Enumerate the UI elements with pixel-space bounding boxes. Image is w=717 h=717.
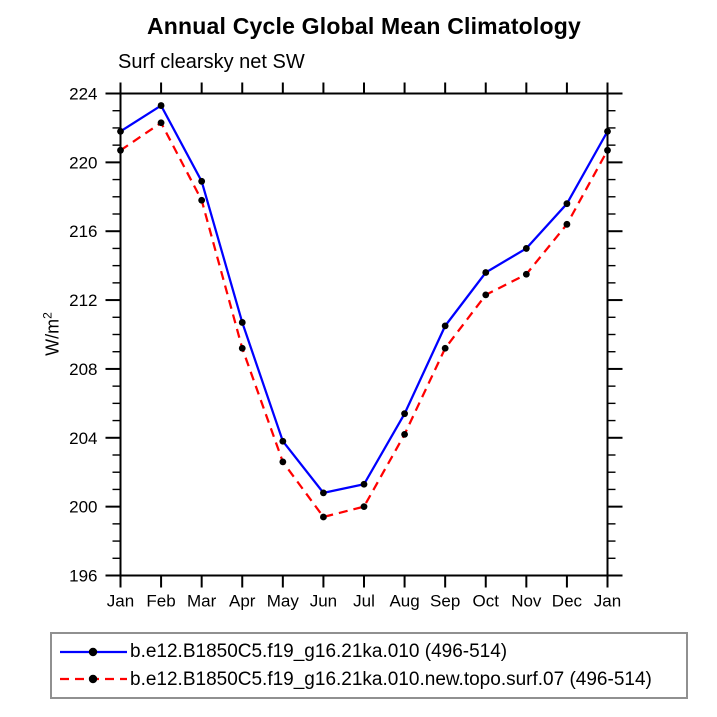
data-point-marker (279, 458, 287, 466)
x-tick-label: May (267, 592, 300, 611)
y-tick-label: 196 (69, 567, 97, 586)
data-point-marker (604, 127, 611, 135)
y-tick-label: 204 (69, 429, 97, 448)
plot-area: Jan Feb Mar Apr May Jun Jul Aug Sep Oct Nov Dec Jan 1… (69, 82, 623, 611)
x-tick-label: Oct (473, 592, 500, 611)
data-point-marker (238, 319, 246, 326)
data-point-marker (198, 177, 206, 185)
data-point-marker (320, 513, 327, 521)
legend: b.e12.B1850C5.f19_g16.21ka.010 (496-514)… (50, 632, 688, 699)
legend-line-icon-dashed (60, 674, 127, 684)
legend-line-icon-solid (60, 647, 127, 657)
data-point-marker (401, 430, 408, 438)
x-tick-label: Dec (552, 592, 583, 611)
y-tick-label: 208 (69, 360, 97, 379)
x-tick-label: Apr (229, 592, 256, 611)
data-point-marker (198, 196, 206, 204)
data-point-marker (563, 220, 571, 228)
data-point-marker (360, 480, 368, 488)
x-tick-label: Nov (511, 592, 542, 611)
legend-label-series-2: b.e12.B1850C5.f19_g16.21ka.010.new.topo.… (130, 668, 652, 690)
series-line-1 (119, 103, 609, 495)
data-point-marker (117, 127, 124, 135)
x-tick-label: Jan (107, 592, 134, 611)
data-point-marker (320, 489, 327, 497)
data-point-marker (117, 146, 124, 154)
x-tick-label: Jul (353, 592, 375, 611)
data-point-marker (604, 146, 611, 154)
y-tick-label: 224 (69, 85, 97, 104)
x-tick-label: Mar (187, 592, 217, 611)
legend-marker-dot (88, 674, 98, 684)
data-point-marker (360, 503, 368, 511)
y-tick-label: 220 (69, 153, 97, 172)
data-point-marker (522, 270, 530, 278)
data-point-marker (482, 291, 490, 299)
chart-title: Annual Cycle Global Mean Climatology (146, 13, 582, 39)
legend-row-series-1: b.e12.B1850C5.f19_g16.21ka.010 (496-514) (59, 642, 686, 661)
x-tick-label: Jan (594, 592, 621, 611)
y-tick-label: 212 (69, 291, 97, 310)
y-tick-label: 216 (69, 222, 97, 241)
y-tick-label: 200 (69, 498, 97, 517)
legend-label-series-1: b.e12.B1850C5.f19_g16.21ka.010 (496-514) (130, 641, 508, 663)
legend-row-series-2: b.e12.B1850C5.f19_g16.21ka.010.new.topo.… (59, 670, 686, 689)
data-point-marker (401, 410, 408, 418)
legend-marker-dot (88, 647, 98, 657)
data-point-marker (279, 437, 287, 445)
data-point-marker (157, 119, 165, 127)
data-point-marker (238, 344, 246, 352)
x-tick-label: Feb (146, 592, 175, 611)
x-tick-label: Sep (430, 592, 460, 611)
data-point-marker (441, 322, 449, 330)
data-point-marker (563, 200, 571, 208)
data-point-marker (157, 102, 165, 109)
series-line-2 (119, 121, 609, 519)
chart-subtitle: Surf clearsky net SW (118, 51, 305, 73)
data-point-marker (482, 269, 490, 276)
data-point-marker (441, 344, 449, 352)
x-tick-label: Aug (389, 592, 419, 611)
data-point-marker (522, 245, 530, 252)
x-tick-label: Jun (310, 592, 337, 611)
